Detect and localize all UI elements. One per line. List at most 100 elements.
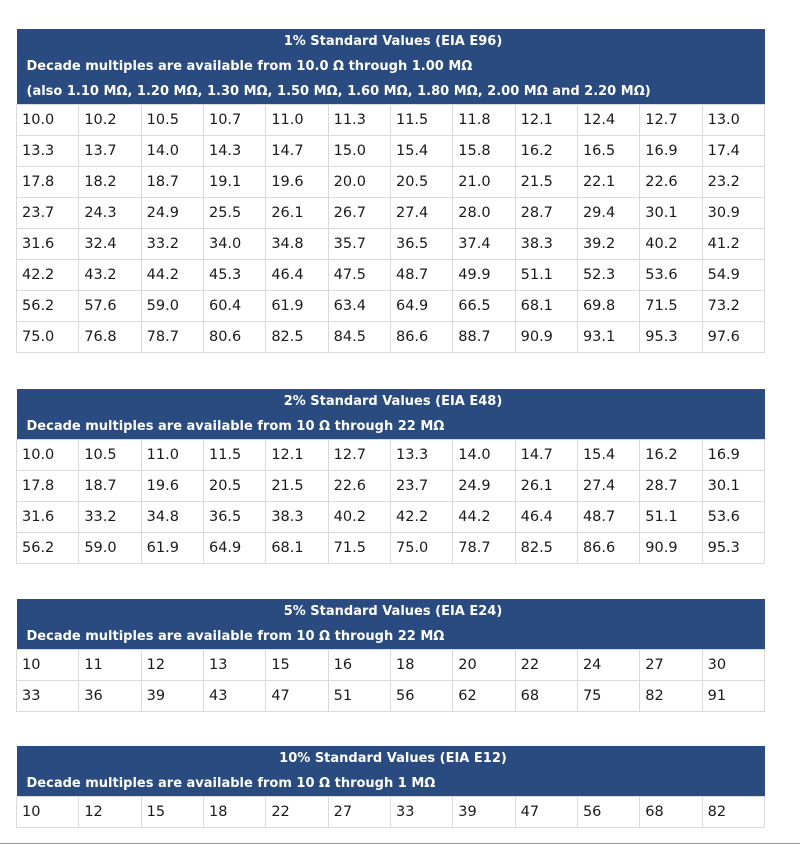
value-cell: 15.4: [389, 135, 454, 167]
table-header-row: 5% Standard Values (EIA E24) Decade multi…: [16, 599, 765, 650]
value-cell: 97.6: [701, 321, 766, 353]
value-cell: 30.1: [639, 197, 703, 229]
value-cell: 29.4: [576, 197, 641, 229]
value-cell: 82.5: [265, 321, 329, 353]
value-cell: 43: [202, 680, 267, 712]
value-cell: 91: [701, 680, 766, 712]
value-cell: 16.2: [639, 439, 703, 471]
value-cell: 13.3: [15, 135, 80, 167]
value-cell: 49.9: [452, 259, 516, 291]
value-cell: 75.0: [15, 321, 80, 353]
value-cell: 21.5: [265, 470, 329, 502]
value-cell: 82.5: [514, 532, 578, 564]
value-cell: 33: [15, 680, 80, 712]
value-cell: 36.5: [389, 228, 454, 260]
value-cell: 82: [639, 680, 703, 712]
value-cell: 52.3: [576, 259, 641, 291]
value-cell: 33: [389, 796, 454, 828]
value-cell: 17.8: [15, 166, 80, 198]
value-cell: 11.5: [389, 104, 454, 136]
table-note: Decade multiples are available from 10 Ω…: [26, 419, 445, 434]
value-cell: 11.8: [452, 104, 516, 136]
value-cell: 48.7: [389, 259, 454, 291]
value-cell: 69.8: [576, 290, 641, 322]
value-cell: 10: [15, 796, 80, 828]
value-cell: 47: [514, 796, 578, 828]
value-cell: 75: [576, 680, 641, 712]
value-cell: 18: [389, 649, 454, 681]
value-cell: 26.1: [514, 470, 578, 502]
value-cell: 56: [389, 680, 454, 712]
value-cell: 36: [78, 680, 142, 712]
value-cell: 95.3: [639, 321, 703, 353]
value-cell: 73.2: [701, 290, 766, 322]
value-cell: 17.4: [701, 135, 766, 167]
table-note: Decade multiples are available from 10.0…: [26, 59, 473, 74]
value-cell: 26.1: [265, 197, 329, 229]
value-cell: 13.7: [78, 135, 142, 167]
table-row: 10 11 12 13 15 16 18 20 22 24 27 30: [15, 649, 766, 681]
value-cell: 80.6: [202, 321, 267, 353]
value-cell: 30.1: [701, 470, 766, 502]
value-cell: 33.2: [78, 501, 142, 533]
value-cell: 45.3: [202, 259, 267, 291]
value-cell: 54.9: [701, 259, 766, 291]
value-cell: 18.7: [78, 470, 142, 502]
value-cell: 15.8: [452, 135, 516, 167]
value-cell: 10.7: [202, 104, 267, 136]
value-cell: 32.4: [78, 228, 142, 260]
table-row: 56.2 57.6 59.0 60.4 61.9 63.4 64.9 66.5 68.1 69.8…: [15, 290, 766, 322]
value-cell: 26.7: [327, 197, 391, 229]
value-cell: 90.9: [639, 532, 703, 564]
table-row: 10.0 10.5 11.0 11.5 12.1 12.7 13.3 14.0 14.7 15.4…: [15, 439, 766, 471]
value-cell: 39: [452, 796, 516, 828]
value-cell: 23.2: [701, 166, 766, 198]
value-cell: 23.7: [389, 470, 454, 502]
value-cell: 93.1: [576, 321, 641, 353]
value-cell: 59.0: [78, 532, 142, 564]
value-cell: 25.5: [202, 197, 267, 229]
value-cell: 95.3: [701, 532, 766, 564]
value-cell: 38.3: [514, 228, 578, 260]
table-row: 10 12 15 18 22 27 33 39 47 56 68 82: [15, 796, 766, 828]
value-cell: 12.7: [639, 104, 703, 136]
value-cell: 84.5: [327, 321, 391, 353]
table-header-row: 10% Standard Values (EIA E12) Decade mult…: [16, 746, 765, 797]
value-cell: 14.0: [452, 439, 516, 471]
value-cell: 15: [140, 796, 204, 828]
value-cell: 86.6: [389, 321, 454, 353]
value-cell: 27.4: [576, 470, 641, 502]
value-cell: 11.5: [202, 439, 267, 471]
value-cell: 14.0: [140, 135, 204, 167]
value-cell: 20.5: [202, 470, 267, 502]
table-header: 1% Standard Values (EIA E96) Decade multi…: [16, 29, 765, 105]
value-cell: 41.2: [701, 228, 766, 260]
value-cell: 10.5: [78, 439, 142, 471]
value-cell: 47.5: [327, 259, 391, 291]
value-cell: 68.1: [265, 532, 329, 564]
value-cell: 82: [701, 796, 766, 828]
value-cell: 34.0: [202, 228, 267, 260]
table-row: 56.2 59.0 61.9 64.9 68.1 71.5 75.0 78.7 82.5 86.6…: [15, 532, 766, 564]
value-cell: 34.8: [140, 501, 204, 533]
table-note: (also 1.10 MΩ, 1.20 MΩ, 1.30 MΩ, 1.50 MΩ…: [26, 84, 651, 99]
value-cell: 10.2: [78, 104, 142, 136]
e48-table: 2% Standard Values (EIA E48) Decade multi…: [15, 389, 766, 564]
value-cell: 88.7: [452, 321, 516, 353]
value-cell: 20.5: [389, 166, 454, 198]
value-cell: 68.1: [514, 290, 578, 322]
value-cell: 46.4: [514, 501, 578, 533]
value-cell: 12.1: [265, 439, 329, 471]
value-cell: 12.7: [327, 439, 391, 471]
value-cell: 20: [452, 649, 516, 681]
value-cell: 44.2: [452, 501, 516, 533]
value-cell: 37.4: [452, 228, 516, 260]
value-cell: 59.0: [140, 290, 204, 322]
value-cell: 35.7: [327, 228, 391, 260]
value-cell: 18.2: [78, 166, 142, 198]
e96-table: 1% Standard Values (EIA E96) Decade multi…: [15, 29, 766, 353]
value-cell: 38.3: [265, 501, 329, 533]
value-cell: 33.2: [140, 228, 204, 260]
value-cell: 47: [265, 680, 329, 712]
bottom-divider: [0, 843, 800, 844]
